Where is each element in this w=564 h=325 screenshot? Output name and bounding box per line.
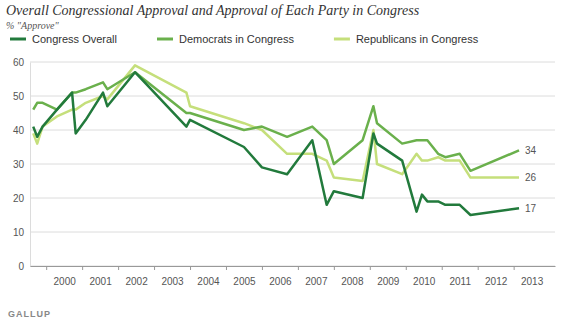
y-axis-line — [30, 63, 31, 267]
y-tick: 10 — [13, 227, 30, 238]
series-line — [33, 72, 519, 171]
grid-line — [30, 266, 555, 267]
x-tick-label: 2004 — [197, 276, 220, 287]
end-label: 17 — [525, 203, 537, 214]
x-axis: 2000 2001 2002 2003 2004 2005 2006 2007 2008 2009… — [31, 266, 556, 287]
legend-label: Republicans in Congress — [356, 33, 479, 45]
x-tick-label: 2002 — [125, 276, 148, 287]
x-tick-mark — [82, 266, 83, 270]
x-tick-mark — [190, 266, 191, 270]
grid — [30, 62, 555, 266]
x-tick-mark — [370, 266, 371, 270]
x-tick-label: 2005 — [233, 276, 256, 287]
x-tick-label: 2001 — [89, 276, 112, 287]
y-tick-label: 10 — [13, 227, 25, 238]
subtitle: % "Approve" — [6, 20, 60, 31]
y-tick-label: 30 — [13, 159, 25, 170]
grid-line — [30, 232, 555, 233]
title: Overall Congressional Approval and Appro… — [6, 3, 420, 18]
legend-swatch — [334, 38, 350, 41]
x-tick: 2007 — [298, 266, 328, 287]
series-line — [33, 65, 519, 181]
source: GALLUP — [8, 309, 51, 319]
end-label: 34 — [525, 145, 537, 156]
x-tick-mark — [262, 266, 263, 270]
x-tick-label: 2013 — [521, 276, 544, 287]
end-label: 26 — [525, 172, 537, 183]
x-tick-mark — [514, 266, 515, 270]
grid-line — [30, 198, 555, 199]
y-tick: 40 — [13, 125, 30, 136]
y-tick-label: 40 — [13, 125, 25, 136]
x-tick-label: 2006 — [269, 276, 292, 287]
legend-item: Congress Overall — [10, 33, 117, 45]
y-tick-label: 60 — [13, 57, 25, 68]
x-tick: 2005 — [226, 266, 256, 287]
grid-line — [30, 130, 555, 131]
x-tick: 2011 — [442, 266, 471, 287]
legend-label: Democrats in Congress — [179, 33, 294, 45]
x-tick: 2002 — [119, 266, 149, 287]
x-tick-label: 2000 — [54, 276, 77, 287]
grid-line — [30, 164, 555, 165]
x-tick-mark — [298, 266, 299, 270]
x-tick-mark — [118, 266, 119, 270]
x-tick: 2004 — [191, 266, 221, 287]
y-tick: 60 — [13, 57, 30, 68]
x-tick: 2000 — [47, 266, 77, 287]
x-tick-label: 2011 — [449, 276, 471, 287]
y-tick-label: 0 — [18, 261, 24, 272]
x-tick-label: 2012 — [485, 276, 508, 287]
x-tick: 2010 — [406, 266, 436, 287]
legend-label: Congress Overall — [32, 33, 117, 45]
plot-area — [33, 65, 519, 215]
legend-item: Democrats in Congress — [157, 33, 294, 45]
x-tick: 2009 — [370, 266, 400, 287]
y-tick-label: 50 — [13, 91, 25, 102]
legend-swatch — [10, 38, 26, 41]
x-tick-mark — [154, 266, 155, 270]
x-axis-line — [31, 266, 556, 267]
y-axis: 0 10 20 30 40 50 60 — [13, 57, 31, 272]
legend-swatch — [157, 38, 173, 41]
x-tick-mark — [478, 266, 479, 270]
legend: Congress Overall Democrats in Congress Rep… — [10, 33, 479, 45]
chart: Overall Congressional Approval and Appro… — [0, 0, 564, 325]
x-tick: 2001 — [83, 266, 113, 287]
x-tick-mark — [334, 266, 335, 270]
y-tick: 0 — [18, 261, 30, 272]
x-tick-label: 2009 — [377, 276, 400, 287]
grid-line — [30, 62, 555, 63]
x-tick-label: 2007 — [305, 276, 328, 287]
x-tick: 2013 — [514, 266, 544, 287]
x-tick-mark — [406, 266, 407, 270]
x-tick-label: 2003 — [161, 276, 184, 287]
y-tick: 50 — [13, 91, 30, 102]
x-tick-label: 2008 — [341, 276, 364, 287]
x-tick-mark — [46, 266, 47, 270]
x-tick: 2003 — [155, 266, 185, 287]
x-tick-label: 2010 — [413, 276, 436, 287]
x-tick: 2008 — [334, 266, 364, 287]
x-tick: 2012 — [478, 266, 508, 287]
x-tick: 2006 — [262, 266, 292, 287]
series-line — [33, 72, 519, 215]
x-tick-mark — [442, 266, 443, 270]
y-tick: 20 — [13, 193, 30, 204]
y-tick: 30 — [13, 159, 30, 170]
legend-item: Republicans in Congress — [334, 33, 479, 45]
y-tick-label: 20 — [13, 193, 25, 204]
x-tick-mark — [226, 266, 227, 270]
